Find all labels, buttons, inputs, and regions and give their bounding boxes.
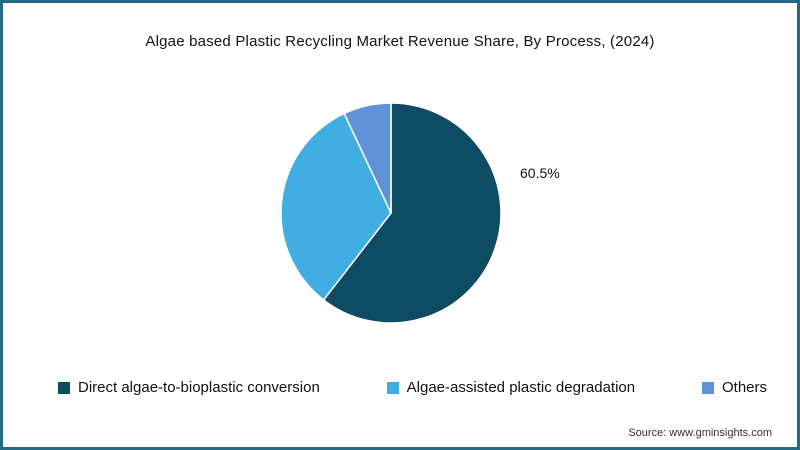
legend-swatch-others: [701, 381, 714, 394]
source-text: Source: www.gminsights.com: [628, 427, 772, 439]
legend: Direct algae-to-bioplastic conversion Al…: [3, 379, 797, 396]
legend-label-others: Others: [721, 379, 767, 396]
legend-item-direct-conversion: Direct algae-to-bioplastic conversion: [58, 379, 320, 396]
legend-swatch-assisted-degradation: [386, 381, 399, 394]
legend-swatch-direct-conversion: [58, 381, 70, 394]
legend-item-others: Others: [701, 379, 767, 396]
slice-value-label: 60.5%: [520, 165, 560, 181]
pie-slice-1: [280, 112, 392, 301]
chart-title: Algae based Plastic Recycling Market Rev…: [145, 33, 655, 50]
pie-chart-svg: [280, 102, 502, 324]
legend-label-direct-conversion: Direct algae-to-bioplastic conversion: [78, 379, 320, 396]
pie-slice-0: [322, 102, 502, 324]
legend-label-assisted-degradation: Algae-assisted plastic degradation: [406, 379, 636, 396]
pie-slice-2: [343, 102, 392, 214]
legend-item-assisted-degradation: Algae-assisted plastic degradation: [386, 379, 636, 396]
pie-chart: [276, 98, 506, 328]
